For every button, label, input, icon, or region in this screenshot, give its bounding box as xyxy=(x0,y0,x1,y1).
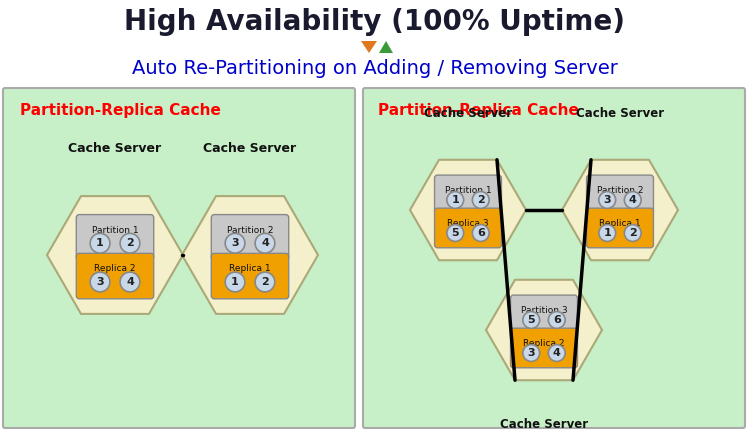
Circle shape xyxy=(225,233,245,253)
Text: 3: 3 xyxy=(96,277,104,287)
FancyBboxPatch shape xyxy=(511,328,578,368)
Circle shape xyxy=(447,225,464,241)
Circle shape xyxy=(90,233,110,253)
Text: Replica 2: Replica 2 xyxy=(524,339,565,348)
FancyBboxPatch shape xyxy=(434,208,502,248)
Text: Replica 2: Replica 2 xyxy=(94,264,136,273)
Circle shape xyxy=(472,225,489,241)
Text: Replica 3: Replica 3 xyxy=(447,219,489,228)
Text: Replica 1: Replica 1 xyxy=(230,264,271,273)
FancyBboxPatch shape xyxy=(363,88,745,428)
Circle shape xyxy=(523,312,540,329)
Text: Partition-Replica Cache: Partition-Replica Cache xyxy=(20,103,220,118)
Text: 2: 2 xyxy=(126,238,134,248)
Text: Replica 1: Replica 1 xyxy=(599,219,640,228)
Circle shape xyxy=(598,225,616,241)
Circle shape xyxy=(120,272,140,292)
Text: 2: 2 xyxy=(629,228,637,238)
FancyBboxPatch shape xyxy=(211,253,289,299)
Text: Partition 2: Partition 2 xyxy=(597,186,644,195)
Circle shape xyxy=(624,225,641,241)
Text: 6: 6 xyxy=(553,315,561,325)
Circle shape xyxy=(548,312,566,329)
Polygon shape xyxy=(562,160,678,260)
Text: Partition-Replica Cache: Partition-Replica Cache xyxy=(378,103,579,118)
Circle shape xyxy=(447,191,464,208)
Circle shape xyxy=(548,345,566,362)
Text: 3: 3 xyxy=(604,195,611,205)
Text: 4: 4 xyxy=(126,277,134,287)
FancyBboxPatch shape xyxy=(76,214,154,260)
Text: Partition 3: Partition 3 xyxy=(520,306,567,315)
Text: Cache Server: Cache Server xyxy=(68,142,161,155)
Circle shape xyxy=(598,191,616,208)
Text: 1: 1 xyxy=(603,228,611,238)
Polygon shape xyxy=(47,196,183,314)
Polygon shape xyxy=(410,160,526,260)
Text: 1: 1 xyxy=(231,277,239,287)
Circle shape xyxy=(90,272,110,292)
Text: 1: 1 xyxy=(96,238,104,248)
Text: 3: 3 xyxy=(231,238,238,248)
Text: 2: 2 xyxy=(477,195,484,205)
FancyBboxPatch shape xyxy=(586,208,653,248)
FancyBboxPatch shape xyxy=(3,88,355,428)
Text: 2: 2 xyxy=(261,277,268,287)
FancyBboxPatch shape xyxy=(434,175,502,215)
Text: Cache Server: Cache Server xyxy=(203,142,296,155)
Polygon shape xyxy=(379,41,393,53)
Circle shape xyxy=(120,233,140,253)
Polygon shape xyxy=(361,41,377,53)
Polygon shape xyxy=(486,280,602,380)
FancyBboxPatch shape xyxy=(586,175,653,215)
Text: Cache Server: Cache Server xyxy=(500,418,588,431)
Text: 4: 4 xyxy=(553,348,561,358)
Text: Auto Re-Partitioning on Adding / Removing Server: Auto Re-Partitioning on Adding / Removin… xyxy=(132,59,618,78)
Text: Cache Server: Cache Server xyxy=(576,107,664,120)
Text: 6: 6 xyxy=(477,228,484,238)
Text: 4: 4 xyxy=(261,238,269,248)
Text: 5: 5 xyxy=(452,228,459,238)
Polygon shape xyxy=(182,196,318,314)
Circle shape xyxy=(255,272,274,292)
FancyBboxPatch shape xyxy=(511,295,578,335)
Text: Partition 2: Partition 2 xyxy=(226,226,273,235)
Text: Partition 1: Partition 1 xyxy=(92,226,138,235)
Text: 5: 5 xyxy=(527,315,535,325)
Circle shape xyxy=(523,345,540,362)
Circle shape xyxy=(472,191,489,208)
FancyBboxPatch shape xyxy=(76,253,154,299)
FancyBboxPatch shape xyxy=(211,214,289,260)
Text: Partition 1: Partition 1 xyxy=(445,186,491,195)
Circle shape xyxy=(255,233,274,253)
Circle shape xyxy=(624,191,641,208)
Text: Cache Server: Cache Server xyxy=(424,107,512,120)
Text: High Availability (100% Uptime): High Availability (100% Uptime) xyxy=(124,8,626,36)
Text: 1: 1 xyxy=(452,195,459,205)
Text: 4: 4 xyxy=(628,195,637,205)
Text: 3: 3 xyxy=(527,348,535,358)
Circle shape xyxy=(225,272,245,292)
